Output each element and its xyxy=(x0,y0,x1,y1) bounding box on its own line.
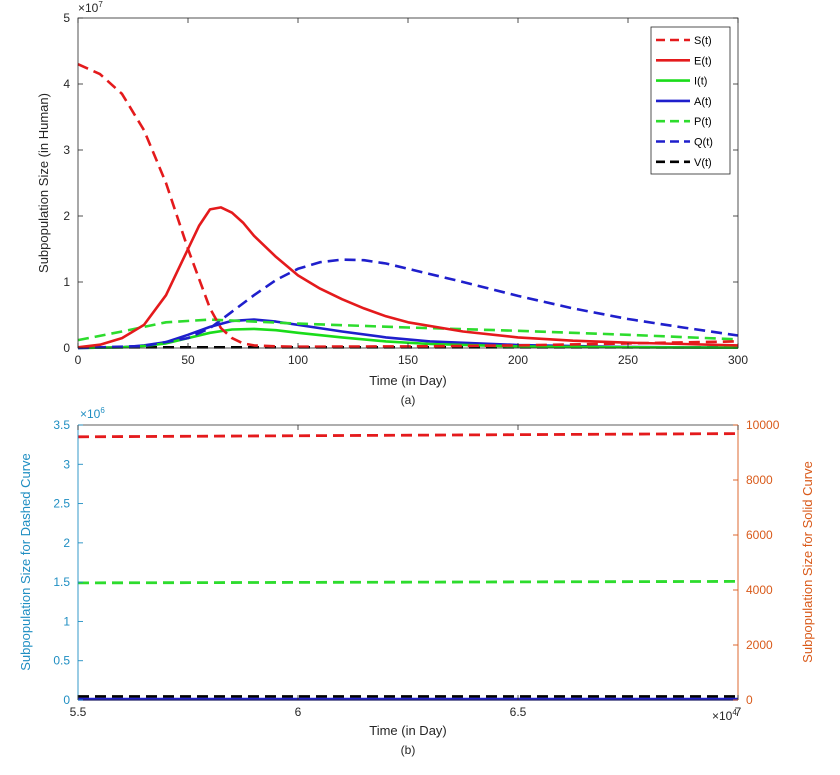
legend-entry: I(t) xyxy=(694,76,707,88)
x-tick-label: 7 xyxy=(735,705,742,719)
x-tick-label: 250 xyxy=(618,353,638,367)
y-tick-label: 5 xyxy=(63,11,70,25)
y-tick-label: 4 xyxy=(63,77,70,91)
panel-b-plot-area xyxy=(78,425,738,700)
y-tick-label: 2 xyxy=(63,209,70,223)
panel-b-series xyxy=(77,432,739,701)
panel-a-y-ticks: 0 1 2 3 4 5 xyxy=(63,11,738,355)
legend-entry: S(t) xyxy=(694,35,712,47)
panel-b-left-y-ticks: 0 0.5 1 1.5 2 2.5 3 3.5 xyxy=(53,418,83,707)
x-tick-label: 5.5 xyxy=(70,705,87,719)
panel-b-x-exponent: ×104 xyxy=(712,708,737,723)
x-tick-label: 0 xyxy=(75,353,82,367)
x-tick-label: 100 xyxy=(288,353,308,367)
left-y-tick-label: 3.5 xyxy=(53,418,70,432)
series-line-et xyxy=(77,206,739,349)
panel-a-y-label: Subpopulation Size (in Human) xyxy=(36,93,51,273)
panel-b-right-y-label: Subpopulation Size for Solid Curve xyxy=(800,461,815,663)
panel-b-right-y-ticks: 0 2000 4000 6000 8000 10000 xyxy=(733,418,780,707)
left-y-tick-label: 1.5 xyxy=(53,575,70,589)
panel-a-y-exponent: ×107 xyxy=(78,0,103,15)
panel-b-x-ticks: 5.5 6 6.5 7 xyxy=(70,425,742,719)
legend-entry: E(t) xyxy=(694,55,712,67)
legend: S(t) E(t) I(t) A(t) P(t) Q(t) V(t) xyxy=(650,26,731,175)
panel-b-left-y-label: Subpopulation Size for Dashed Curve xyxy=(18,453,33,671)
left-y-tick-label: 2.5 xyxy=(53,497,70,511)
panel-a: 0 50 100 150 200 250 300 0 1 2 3 4 5 ×107 Time (in … xyxy=(36,0,748,407)
x-tick-label: 300 xyxy=(728,353,748,367)
panel-b-x-label: Time (in Day) xyxy=(369,723,447,738)
panel-b-label: (b) xyxy=(401,743,416,757)
right-y-tick-label: 10000 xyxy=(746,418,780,432)
x-tick-label: 150 xyxy=(398,353,418,367)
panel-b: 5.5 6 6.5 7 0 0.5 1 1.5 2 2.5 3 3.5 0 2000 4000 6000 8… xyxy=(18,406,815,757)
legend-entry: Q(t) xyxy=(694,137,713,149)
legend-entry: V(t) xyxy=(694,157,712,169)
panel-a-x-ticks: 0 50 100 150 200 250 300 xyxy=(75,18,748,367)
left-y-tick-label: 1 xyxy=(63,614,70,628)
panel-a-label: (a) xyxy=(401,393,416,407)
panel-b-series-line-0 xyxy=(77,432,739,439)
right-y-tick-label: 0 xyxy=(746,693,753,707)
series-line-pt xyxy=(77,318,739,342)
panel-a-x-label: Time (in Day) xyxy=(369,373,447,388)
legend-entry: A(t) xyxy=(694,96,712,108)
x-tick-label: 200 xyxy=(508,353,528,367)
left-y-tick-label: 2 xyxy=(63,536,70,550)
right-y-tick-label: 4000 xyxy=(746,583,773,597)
panel-b-y-exponent: ×106 xyxy=(80,406,105,421)
panel-a-plot-area xyxy=(78,18,738,348)
panel-b-series-line-1 xyxy=(77,580,739,585)
x-tick-label: 50 xyxy=(181,353,195,367)
right-y-tick-label: 8000 xyxy=(746,473,773,487)
x-tick-label: 6 xyxy=(295,705,302,719)
left-y-tick-label: 0 xyxy=(63,693,70,707)
y-tick-label: 3 xyxy=(63,143,70,157)
right-y-tick-label: 6000 xyxy=(746,528,773,542)
left-y-tick-label: 3 xyxy=(63,457,70,471)
legend-entry: P(t) xyxy=(694,116,712,128)
x-tick-label: 6.5 xyxy=(510,705,527,719)
y-tick-label: 1 xyxy=(63,275,70,289)
left-y-tick-label: 0.5 xyxy=(53,654,70,668)
right-y-tick-label: 2000 xyxy=(746,638,773,652)
y-tick-label: 0 xyxy=(63,341,70,355)
